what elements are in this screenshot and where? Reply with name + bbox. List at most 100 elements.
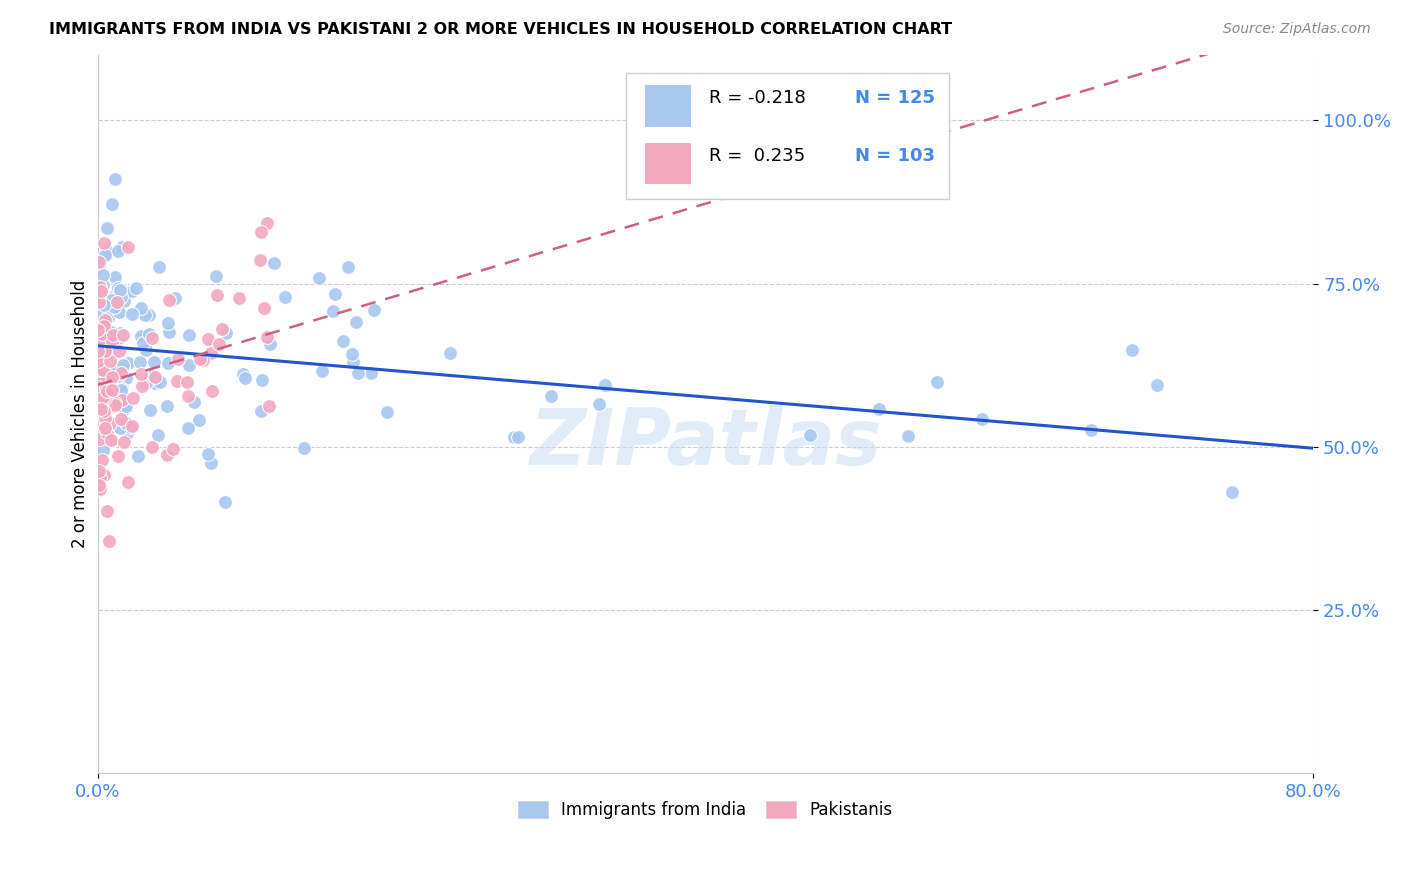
Point xyxy=(89,287,111,301)
Point xyxy=(104,396,127,410)
Point xyxy=(111,328,134,343)
Point xyxy=(1146,378,1168,392)
Point xyxy=(972,412,994,426)
Point xyxy=(87,318,110,333)
Point xyxy=(101,196,124,211)
Text: Source: ZipAtlas.com: Source: ZipAtlas.com xyxy=(1223,22,1371,37)
Point xyxy=(105,295,128,310)
Point xyxy=(256,330,278,344)
Point xyxy=(90,351,112,365)
Point xyxy=(100,293,122,307)
Point xyxy=(91,335,114,350)
Point xyxy=(87,351,110,366)
Point xyxy=(100,433,122,447)
Point xyxy=(87,403,110,417)
Point xyxy=(93,404,115,418)
Point xyxy=(167,351,190,366)
Point xyxy=(375,404,398,418)
Point xyxy=(249,252,271,267)
Point xyxy=(96,504,118,518)
Point xyxy=(107,332,129,346)
Point xyxy=(94,312,117,326)
Point xyxy=(96,427,118,442)
Point xyxy=(91,390,114,404)
Point xyxy=(176,389,198,403)
Point xyxy=(127,450,149,464)
Point xyxy=(93,391,115,405)
Point xyxy=(146,428,169,442)
Point xyxy=(156,316,179,330)
Point xyxy=(96,417,118,432)
Point xyxy=(228,291,250,305)
Point xyxy=(191,352,214,367)
Y-axis label: 2 or more Vehicles in Household: 2 or more Vehicles in Household xyxy=(72,280,89,549)
Point xyxy=(176,375,198,389)
Point xyxy=(292,442,315,456)
Point xyxy=(91,392,114,407)
Point xyxy=(250,226,273,240)
Point xyxy=(110,366,132,380)
Point xyxy=(94,411,117,425)
Point xyxy=(141,331,163,345)
Point xyxy=(107,449,129,463)
Point xyxy=(110,421,132,435)
Point xyxy=(336,260,359,275)
Point xyxy=(256,216,278,230)
Point xyxy=(87,394,110,409)
Point xyxy=(89,295,111,310)
Point xyxy=(104,398,127,412)
Point xyxy=(96,426,118,441)
Point xyxy=(311,364,333,378)
Point xyxy=(214,326,236,340)
Point xyxy=(87,259,110,273)
Point xyxy=(94,343,117,358)
Point xyxy=(1121,343,1143,358)
Point xyxy=(96,221,118,235)
Point xyxy=(90,401,112,416)
Point xyxy=(360,366,382,380)
Point xyxy=(200,345,222,359)
Point xyxy=(98,344,121,359)
Point xyxy=(87,380,110,394)
FancyBboxPatch shape xyxy=(627,73,949,199)
Point xyxy=(138,309,160,323)
Point xyxy=(132,336,155,351)
Point xyxy=(101,391,124,405)
Point xyxy=(108,389,131,403)
Point xyxy=(94,381,117,395)
Point xyxy=(110,290,132,304)
Point xyxy=(90,284,112,298)
Point xyxy=(94,248,117,262)
Point xyxy=(129,328,152,343)
Point xyxy=(176,421,198,435)
Point xyxy=(1080,423,1102,437)
Point xyxy=(253,301,276,316)
Point xyxy=(110,326,132,340)
Point xyxy=(107,281,129,295)
Point xyxy=(87,386,110,401)
Point xyxy=(157,326,180,340)
Point xyxy=(89,375,111,389)
Point xyxy=(93,467,115,482)
Point xyxy=(104,269,127,284)
Point xyxy=(100,383,122,397)
Point xyxy=(252,373,274,387)
FancyBboxPatch shape xyxy=(644,143,690,185)
Point xyxy=(143,355,166,369)
Point xyxy=(142,368,165,382)
Point xyxy=(112,360,135,375)
Point xyxy=(117,475,139,489)
Point xyxy=(166,374,188,388)
Text: R =  0.235: R = 0.235 xyxy=(709,146,806,165)
Legend: Immigrants from India, Pakistanis: Immigrants from India, Pakistanis xyxy=(512,795,900,826)
Point xyxy=(100,369,122,384)
Point xyxy=(121,392,143,406)
Point xyxy=(90,358,112,372)
Point xyxy=(103,379,125,393)
Point xyxy=(207,287,229,301)
Point xyxy=(201,384,224,398)
Point xyxy=(332,334,354,348)
Point xyxy=(214,495,236,509)
Point xyxy=(157,356,180,370)
Point xyxy=(135,343,157,357)
